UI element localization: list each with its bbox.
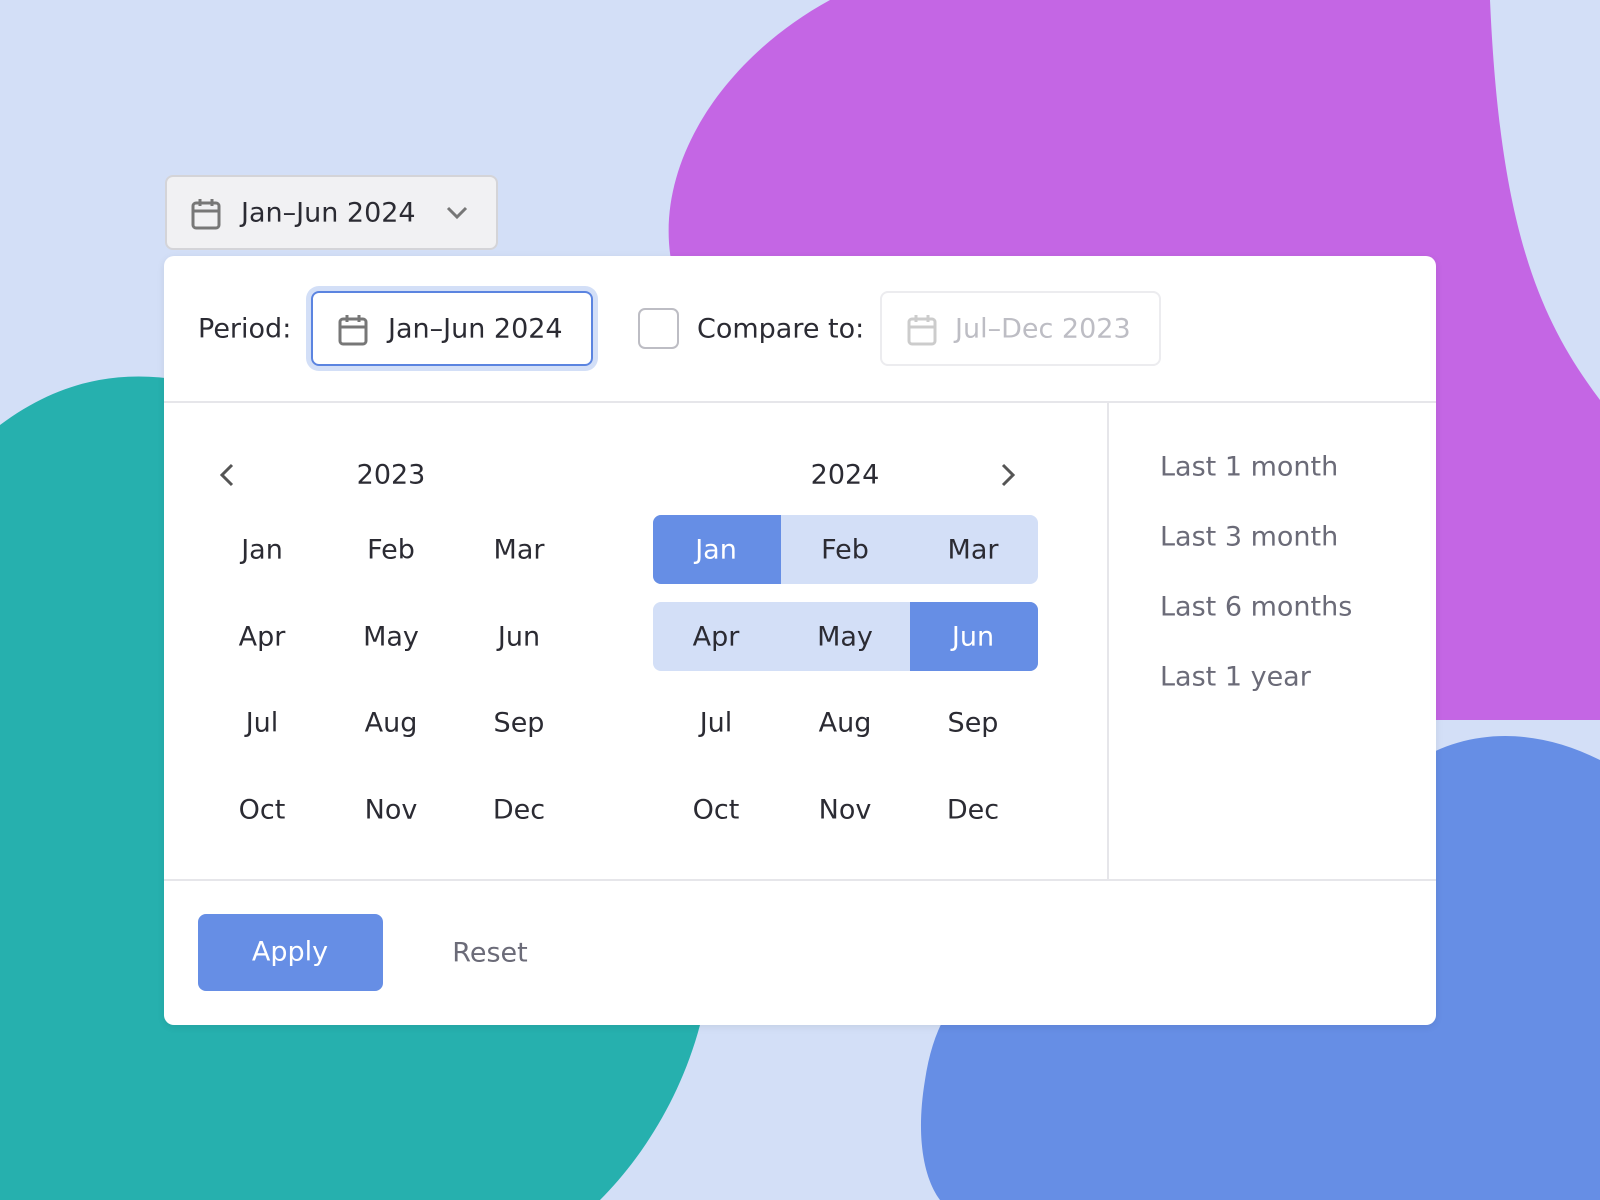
compare-value: Jul–Dec 2023	[955, 313, 1131, 345]
month-cell[interactable]: Oct	[238, 794, 286, 826]
month-cell[interactable]: May	[817, 621, 873, 653]
compare-input[interactable]: Jul–Dec 2023	[880, 291, 1161, 366]
month-cell[interactable]: Oct	[692, 794, 740, 826]
year-label: 2024	[810, 459, 880, 491]
prev-year[interactable]	[217, 462, 237, 488]
year-label: 2023	[356, 459, 426, 491]
range-start	[653, 515, 781, 584]
period-input[interactable]: Jan–Jun 2024	[311, 291, 593, 366]
range-end	[910, 602, 1038, 671]
preset-option[interactable]: Last 1 year	[1160, 661, 1311, 693]
apply-label: Apply	[251, 936, 329, 968]
month-cell[interactable]: Dec	[946, 794, 1000, 826]
month-cell[interactable]: Jan	[241, 534, 283, 566]
preset-option[interactable]: Last 3 month	[1160, 521, 1339, 553]
date-panel: Period: Jan–Jun 2024 Compare to: Jul–Dec…	[164, 256, 1436, 1025]
month-cell[interactable]: May	[363, 621, 419, 653]
month-cell[interactable]: Nov	[818, 794, 872, 826]
month-cell[interactable]: Jul	[245, 707, 279, 739]
month-cell[interactable]: Dec	[492, 794, 546, 826]
compare-checkbox[interactable]	[638, 308, 679, 349]
month-cell[interactable]: Apr	[692, 621, 740, 653]
chevron-down	[446, 206, 468, 220]
divider	[164, 879, 1436, 881]
apply-button[interactable]: Apply	[198, 914, 383, 991]
month-cell[interactable]: Jul	[699, 707, 733, 739]
calendar-icon	[907, 315, 937, 346]
month-cell[interactable]: Jan	[695, 534, 737, 566]
next-year[interactable]	[998, 462, 1018, 488]
trigger-label: Jan–Jun 2024	[241, 197, 416, 229]
purple-blob	[668, 0, 1600, 720]
preset-option[interactable]: Last 1 month	[1160, 451, 1339, 483]
month-cell[interactable]: Sep	[493, 707, 545, 739]
month-cell[interactable]: Feb	[821, 534, 869, 566]
compare-label: Compare to:	[697, 313, 865, 345]
date-trigger[interactable]: Jan–Jun 2024	[165, 175, 498, 250]
month-cell[interactable]: Mar	[493, 534, 545, 566]
month-cell[interactable]: Aug	[818, 707, 872, 739]
divider	[164, 401, 1436, 403]
period-label: Period:	[198, 313, 292, 345]
calendar-icon	[191, 199, 221, 230]
calendar-icon	[338, 315, 368, 346]
divider	[1107, 401, 1109, 880]
month-cell[interactable]: Mar	[947, 534, 999, 566]
month-cell[interactable]: Apr	[238, 621, 286, 653]
month-cell[interactable]: Jun	[951, 621, 995, 653]
reset-button[interactable]: Reset	[452, 937, 528, 969]
preset-option[interactable]: Last 6 months	[1160, 591, 1353, 623]
period-value: Jan–Jun 2024	[388, 313, 563, 345]
month-cell[interactable]: Aug	[364, 707, 418, 739]
month-cell[interactable]: Feb	[367, 534, 415, 566]
month-cell[interactable]: Nov	[364, 794, 418, 826]
month-cell[interactable]: Sep	[947, 707, 999, 739]
month-cell[interactable]: Jun	[497, 621, 541, 653]
